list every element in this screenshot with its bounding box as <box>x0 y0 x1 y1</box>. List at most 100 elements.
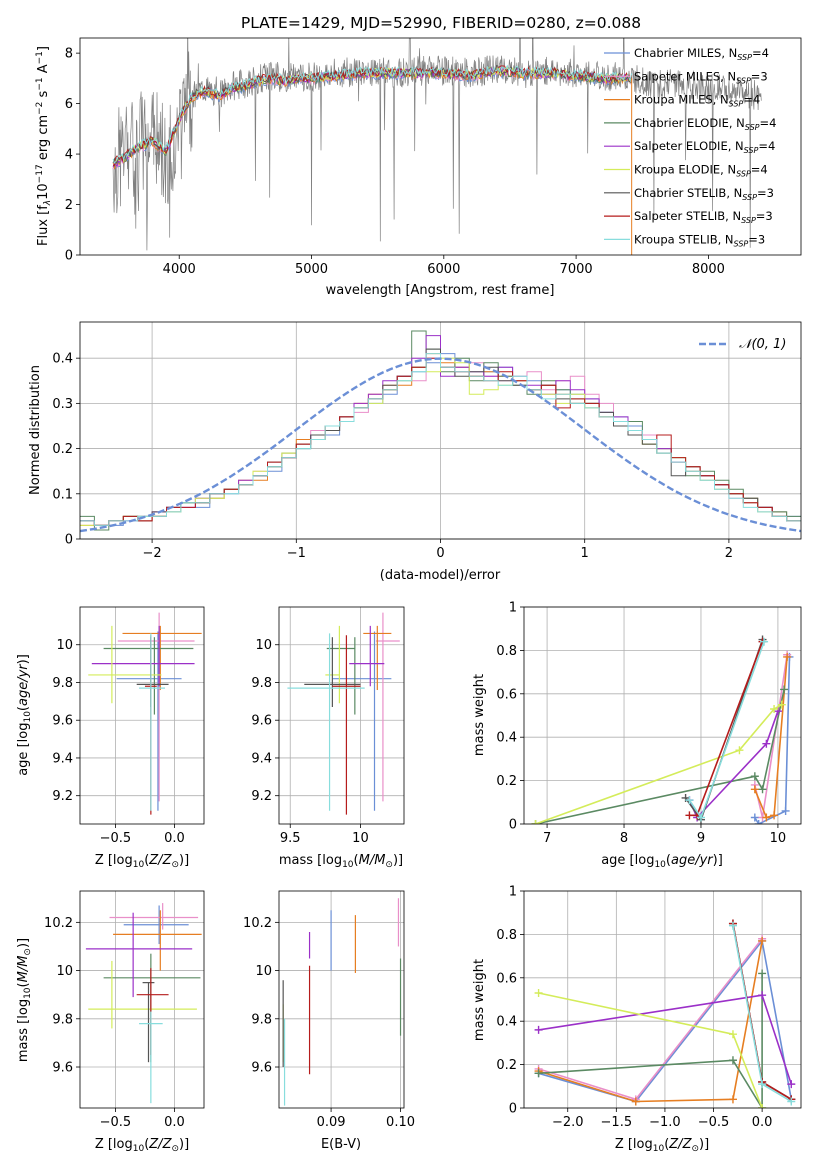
legend-label: Salpeter MILES, NSSP=3 <box>634 69 768 85</box>
x-tick-label: −1.5 <box>601 1115 633 1130</box>
weight-vs-metallicity-axes-frame <box>523 890 802 1109</box>
age-vs-mass-xlabel: mass [log10(M/M⊙)] <box>279 853 403 870</box>
legend-label: Salpeter STELIB, NSSP=3 <box>634 209 773 225</box>
mass-weight-point <box>534 1069 543 1078</box>
mass-weight-series-line <box>535 689 785 824</box>
y-tick-label: 9.2 <box>52 789 73 804</box>
mass-weight-point <box>762 739 771 748</box>
age-vs-metallicity-ylabel: age [log10(age/yr)] <box>16 654 33 776</box>
y-tick-label: 0.4 <box>52 352 73 367</box>
mass-weight-point <box>750 785 759 794</box>
y-tick-label: 0.8 <box>496 928 517 943</box>
mass-vs-extinction-xlabel: E(B-V) <box>321 1137 361 1152</box>
mass-weight-series-line <box>535 703 783 824</box>
x-tick-label: 10 <box>352 831 369 846</box>
mass-weight-point <box>758 785 767 794</box>
mass-weight-series-line <box>754 654 788 818</box>
x-tick-label: 0.10 <box>386 1115 415 1130</box>
y-tick-label: 8 <box>65 47 73 62</box>
spectrum-panel: 4000 5000 6000 7000 8000 0 2 4 6 8 Chabrier MILES… <box>35 37 802 298</box>
y-tick-label: 0.2 <box>52 442 73 457</box>
y-tick-label: 0.6 <box>496 687 517 702</box>
mass-weight-point <box>750 813 759 822</box>
age-vs-mass-axes-frame <box>278 606 405 825</box>
weight-vs-metallicity-ylabel: mass weight <box>472 959 487 1041</box>
mass-weight-point <box>770 704 779 713</box>
y-tick-label: 9.6 <box>251 1061 272 1076</box>
y-tick-label: 2 <box>65 198 73 213</box>
legend-label: Salpeter ELODIE, NSSP=4 <box>634 139 775 155</box>
mass-weight-point <box>777 700 786 709</box>
mass-weight-point <box>758 936 767 945</box>
mass-weight-point <box>760 637 769 646</box>
histogram-series-step <box>80 353 801 526</box>
mass-weight-point <box>780 685 789 694</box>
x-tick-label: 8000 <box>692 262 725 277</box>
y-tick-label: 0.8 <box>496 644 517 659</box>
y-tick-label: 9.8 <box>251 676 272 691</box>
x-tick-label: 1 <box>581 546 589 561</box>
x-tick-label: 10 <box>770 831 787 846</box>
legend-label: Chabrier STELIB, NSSP=3 <box>634 186 774 202</box>
mass-weight-series-line <box>754 656 788 819</box>
y-tick-label: 0 <box>509 1102 517 1117</box>
legend: Chabrier MILES, NSSP=4 Salpeter MILES, NS… <box>604 46 776 248</box>
y-tick-label: 0 <box>65 533 73 548</box>
y-tick-label: 9.6 <box>251 714 272 729</box>
y-tick-label: 0.2 <box>496 774 517 789</box>
mass-weight-point <box>758 991 767 1000</box>
y-tick-label: 0.3 <box>52 397 73 412</box>
x-tick-label: 0 <box>436 546 444 561</box>
model-spectrum-line <box>113 65 633 166</box>
mass-weight-series-line <box>538 939 793 1103</box>
y-tick-label: 1 <box>509 601 517 616</box>
y-tick-label: 9.4 <box>251 751 272 766</box>
x-tick-label: 2 <box>725 546 733 561</box>
gaussian-curve <box>80 357 801 533</box>
weight-vs-age-ylabel: mass weight <box>472 674 487 756</box>
weight-vs-age-xlabel: age [log10(age/yr)] <box>601 853 723 870</box>
y-tick-label: 0.1 <box>52 487 73 502</box>
y-tick-label: 6 <box>65 97 73 112</box>
mass-weight-point <box>534 1025 543 1034</box>
x-tick-label: −0.5 <box>698 1115 730 1130</box>
x-tick-label: 7000 <box>560 262 593 277</box>
y-tick-label: 0 <box>65 249 73 264</box>
mass-weight-point <box>770 811 779 820</box>
x-tick-label: 5000 <box>295 262 328 277</box>
mass-weight-point <box>754 820 763 824</box>
weight-vs-age-axes-frame <box>523 606 802 825</box>
weight-vs-metallicity-panel: −2.0 −1.5 −1.0 −0.5 0.0 0 0.2 0.4 0.6 0.8 1 Z [log… <box>472 885 802 1154</box>
y-tick-label: 9.6 <box>52 1061 73 1076</box>
age-vs-metallicity-axes-frame <box>79 606 205 825</box>
mass-weight-point <box>787 1080 796 1089</box>
y-tick-label: 10 <box>56 638 73 653</box>
y-tick-label: 9.2 <box>251 789 272 804</box>
mass-vs-metallicity-xlabel: Z [log10(Z/Z⊙)] <box>95 1137 189 1154</box>
gaussian-legend: 𝒩(0, 1) <box>699 337 786 352</box>
spectrum-ylabel: Flux [fλ10−17 erg cm−2 s−1 A−1] <box>35 46 53 246</box>
x-tick-label: −2 <box>143 546 162 561</box>
y-tick-label: 0.2 <box>496 1058 517 1073</box>
y-tick-label: 9.8 <box>52 1012 73 1027</box>
mass-weight-point <box>631 1097 640 1106</box>
y-tick-label: 10 <box>56 964 73 979</box>
mass-weight-series-line <box>538 940 763 1103</box>
y-tick-label: 4 <box>65 148 73 163</box>
age-vs-metallicity-panel: −0.5 0.0 9.2 9.4 9.6 9.8 10 Z [log10(Z/Z⊙)] ag… <box>16 606 205 870</box>
mass-weight-point <box>728 1030 737 1039</box>
mass-weight-point <box>758 1080 767 1089</box>
model-spectrum-line <box>112 64 633 165</box>
y-tick-label: 0.6 <box>496 971 517 986</box>
mass-weight-point <box>762 813 771 822</box>
x-tick-label: 9.5 <box>280 831 301 846</box>
mass-weight-point <box>735 746 744 755</box>
mass-vs-metallicity-ylabel: mass [log10(M/M⊙)] <box>16 938 33 1062</box>
mass-weight-series-line <box>538 938 763 1101</box>
x-tick-label: −1.0 <box>649 1115 681 1130</box>
spectrum-xlabel: wavelength [Angstrom, rest frame] <box>326 283 555 298</box>
figure-title: PLATE=1429, MJD=52990, FIBERID=0280, z=0… <box>241 14 641 32</box>
mass-weight-point <box>531 820 540 824</box>
